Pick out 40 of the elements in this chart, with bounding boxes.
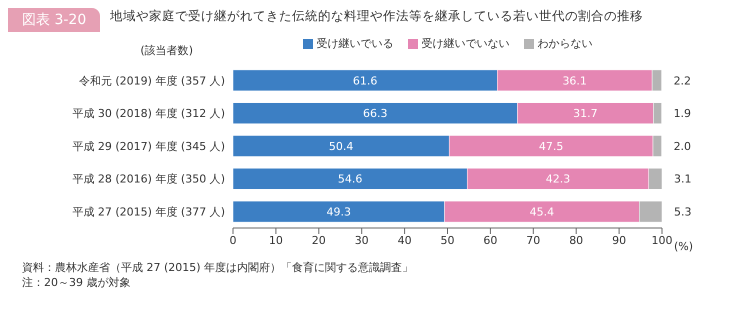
y-tick-label: 平成 28 (2016) 年度 (350 人) <box>72 172 225 186</box>
x-tick-label: 20 <box>312 234 326 247</box>
text: 注：20～39 歳が対象 <box>22 275 132 290</box>
text: 資料：農林水産省（平成 27 (2015) 年度は内閣府）「食育に関する意識調査」 <box>22 260 414 275</box>
x-tick-label: 90 <box>612 234 626 247</box>
x-tick-label: 100 <box>652 234 672 247</box>
data-label: 31.7 <box>573 107 598 120</box>
data-label: 45.4 <box>530 205 554 218</box>
legend-label: 受け継いでいない <box>420 36 510 51</box>
data-label: 47.5 <box>538 140 564 153</box>
text: 図表 3-20 <box>8 8 100 32</box>
data-label: 49.3 <box>326 205 351 218</box>
legend-label: 受け継いでいる <box>316 36 394 51</box>
data-label: 66.3 <box>362 107 388 120</box>
data-label: 54.6 <box>338 172 362 186</box>
y-tick-label: 平成 27 (2015) 年度 (377 人) <box>72 205 225 218</box>
data-label: 2.0 <box>674 140 692 153</box>
data-label: 50.4 <box>328 140 354 153</box>
data-label: 2.2 <box>674 74 692 88</box>
data-label: 3.1 <box>674 172 692 186</box>
x-tick-label: 80 <box>569 234 584 247</box>
data-label: 61.6 <box>352 74 378 88</box>
data-label: 36.1 <box>562 74 587 88</box>
x-axis-title: (%) <box>674 240 694 253</box>
x-tick-label: 0 <box>230 234 236 247</box>
x-tick-label: 30 <box>354 234 369 247</box>
chart-title: 地域や家庭で受け継がれてきた伝統的な料理や作法等を継承している若い世代の割合の推移 <box>110 8 644 23</box>
data-label: 42.3 <box>546 172 570 186</box>
legend-label: わからない <box>536 36 592 51</box>
x-tick-label: 40 <box>398 234 412 247</box>
y-tick-label: 令和元 (2019) 年度 (357 人) <box>78 74 225 88</box>
x-tick-label: 70 <box>526 234 540 247</box>
x-tick-label: 10 <box>268 234 283 247</box>
y-axis-title: (該当者数) <box>140 44 193 57</box>
y-tick-label: 平成 30 (2018) 年度 (312 人) <box>72 107 225 120</box>
y-tick-label: 平成 29 (2017) 年度 (345 人) <box>72 140 225 153</box>
x-tick-label: 60 <box>483 234 498 247</box>
x-tick-label: 50 <box>440 234 454 247</box>
data-label: 1.9 <box>674 107 692 120</box>
data-label: 5.3 <box>674 205 692 218</box>
